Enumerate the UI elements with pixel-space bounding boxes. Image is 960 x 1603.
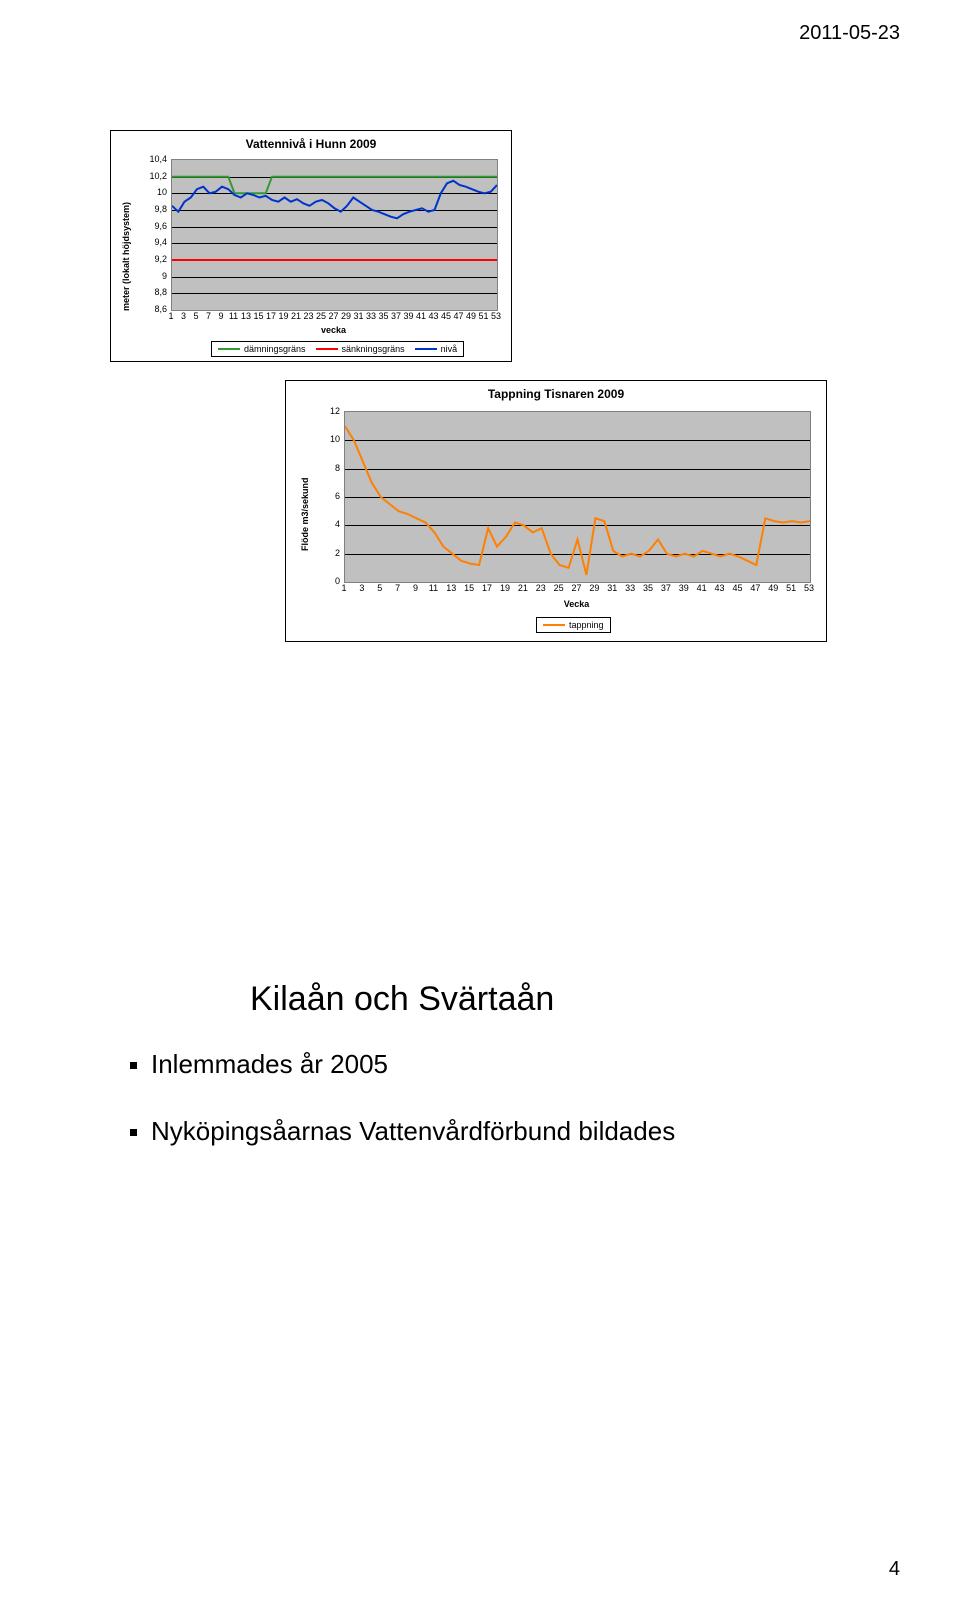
xtick: 53 bbox=[488, 311, 504, 321]
xtick: 29 bbox=[586, 583, 602, 593]
xtick: 27 bbox=[569, 583, 585, 593]
ytick: 10 bbox=[312, 434, 340, 444]
chart1-ylabel: meter (lokalt höjdsystem) bbox=[121, 202, 131, 311]
xtick: 49 bbox=[765, 583, 781, 593]
bullet-1-text: Inlemmades år 2005 bbox=[151, 1049, 388, 1080]
ytick: 12 bbox=[312, 406, 340, 416]
xtick: 3 bbox=[354, 583, 370, 593]
chart-series-svg bbox=[172, 160, 497, 310]
xtick: 53 bbox=[801, 583, 817, 593]
ytick: 10,2 bbox=[139, 171, 167, 181]
xtick: 45 bbox=[729, 583, 745, 593]
legend-line-icon bbox=[543, 624, 565, 626]
chart2-plot bbox=[344, 411, 811, 583]
xtick: 51 bbox=[783, 583, 799, 593]
page-number: 4 bbox=[889, 1558, 900, 1581]
page: 2011-05-23 Vattennivå i Hunn 2009 meter … bbox=[0, 0, 960, 1603]
chart2-legend: tappning bbox=[536, 617, 611, 633]
ytick: 9,2 bbox=[139, 254, 167, 264]
chart-tappning: Tappning Tisnaren 2009 Flöde m3/sekund V… bbox=[285, 380, 827, 642]
legend-item: dämningsgräns bbox=[218, 344, 306, 354]
chart2-ylabel: Flöde m3/sekund bbox=[300, 477, 310, 551]
bullet-2-text: Nyköpingsåarnas Vattenvårdförbund bildad… bbox=[151, 1116, 675, 1147]
xtick: 7 bbox=[390, 583, 406, 593]
xtick: 37 bbox=[658, 583, 674, 593]
ytick: 9,6 bbox=[139, 221, 167, 231]
legend-label: nivå bbox=[441, 344, 458, 354]
chart-series-svg bbox=[345, 412, 810, 582]
legend-line-icon bbox=[218, 348, 240, 350]
xtick: 15 bbox=[461, 583, 477, 593]
chart-vattenniva: Vattennivå i Hunn 2009 meter (lokalt höj… bbox=[110, 130, 512, 362]
legend-item: tappning bbox=[543, 620, 604, 630]
series-line bbox=[345, 426, 810, 575]
legend-label: dämningsgräns bbox=[244, 344, 306, 354]
xtick: 39 bbox=[676, 583, 692, 593]
legend-line-icon bbox=[316, 348, 338, 350]
legend-item: nivå bbox=[415, 344, 458, 354]
chart1-title: Vattennivå i Hunn 2009 bbox=[111, 131, 511, 153]
slide-text: Kilaån och Svärtaån Inlemmades år 2005 N… bbox=[130, 980, 870, 1183]
xtick: 25 bbox=[551, 583, 567, 593]
ytick: 9,4 bbox=[139, 237, 167, 247]
chart1-legend: dämningsgräns sänkningsgräns nivå bbox=[211, 341, 464, 357]
xtick: 31 bbox=[604, 583, 620, 593]
chart1-xlabel: vecka bbox=[171, 325, 496, 335]
bullet-1: Inlemmades år 2005 bbox=[130, 1049, 870, 1080]
ytick: 9,8 bbox=[139, 204, 167, 214]
xtick: 21 bbox=[515, 583, 531, 593]
xtick: 47 bbox=[747, 583, 763, 593]
bullet-dot-icon bbox=[130, 1062, 137, 1069]
chart2-xlabel: Vecka bbox=[344, 599, 809, 609]
series-line bbox=[172, 177, 497, 194]
ytick: 10 bbox=[139, 187, 167, 197]
xtick: 11 bbox=[425, 583, 441, 593]
xtick: 9 bbox=[408, 583, 424, 593]
slide-title: Kilaån och Svärtaån bbox=[250, 980, 870, 1019]
xtick: 35 bbox=[640, 583, 656, 593]
legend-line-icon bbox=[415, 348, 437, 350]
ytick: 8,8 bbox=[139, 287, 167, 297]
xtick: 13 bbox=[443, 583, 459, 593]
bullet-2: Nyköpingsåarnas Vattenvårdförbund bildad… bbox=[130, 1116, 870, 1147]
ytick: 9 bbox=[139, 271, 167, 281]
xtick: 17 bbox=[479, 583, 495, 593]
xtick: 43 bbox=[712, 583, 728, 593]
xtick: 23 bbox=[533, 583, 549, 593]
xtick: 33 bbox=[622, 583, 638, 593]
header-date: 2011-05-23 bbox=[799, 22, 900, 45]
legend-item: sänkningsgräns bbox=[316, 344, 405, 354]
ytick: 6 bbox=[312, 491, 340, 501]
chart2-title: Tappning Tisnaren 2009 bbox=[286, 381, 826, 403]
legend-label: sänkningsgräns bbox=[342, 344, 405, 354]
ytick: 10,4 bbox=[139, 154, 167, 164]
series-line bbox=[172, 181, 497, 219]
xtick: 19 bbox=[497, 583, 513, 593]
legend-label: tappning bbox=[569, 620, 604, 630]
ytick: 8 bbox=[312, 463, 340, 473]
ytick: 2 bbox=[312, 548, 340, 558]
chart1-plot bbox=[171, 159, 498, 311]
ytick: 4 bbox=[312, 519, 340, 529]
xtick: 41 bbox=[694, 583, 710, 593]
xtick: 1 bbox=[336, 583, 352, 593]
xtick: 5 bbox=[372, 583, 388, 593]
bullet-dot-icon bbox=[130, 1129, 137, 1136]
